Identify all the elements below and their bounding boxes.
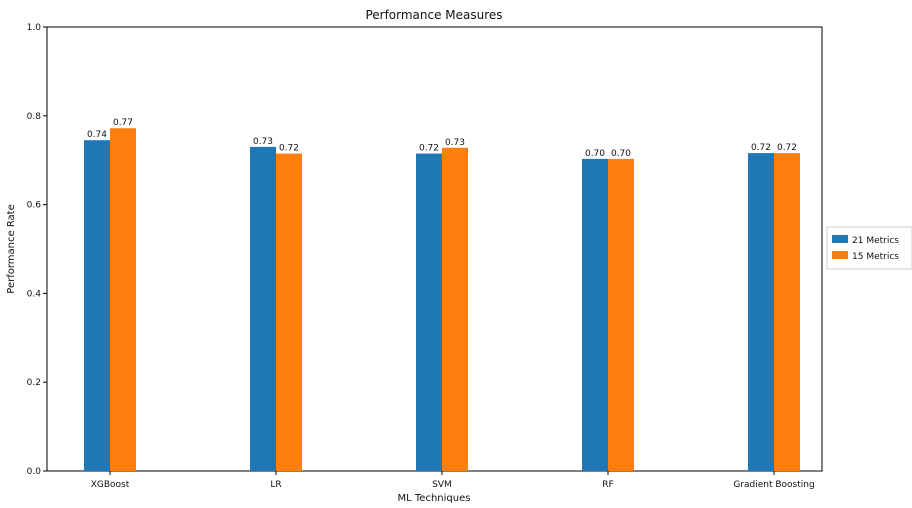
chart-title: Performance Measures xyxy=(365,8,502,22)
legend-swatch xyxy=(832,235,848,243)
data-label-group: 0.74 0.77 0.73 0.72 0.72 0.73 0.70 0.70 0.72 0.72 xyxy=(87,118,797,159)
bar-15-metrics xyxy=(774,153,800,471)
x-tick-label: Gradient Boosting xyxy=(733,480,814,490)
bar-21-metrics xyxy=(582,158,608,472)
bar-series-group xyxy=(84,128,800,472)
bar-15-metrics xyxy=(110,128,136,471)
data-label: 0.70 xyxy=(611,149,631,159)
data-label: 0.72 xyxy=(751,143,771,153)
y-axis: 0.0 0.2 0.4 0.6 0.8 1.0 xyxy=(27,23,47,477)
bar-21-metrics xyxy=(748,153,774,471)
legend-label: 21 Metrics xyxy=(852,236,899,246)
bar-15-metrics xyxy=(442,147,468,471)
bar-15-metrics xyxy=(276,153,302,472)
data-label: 0.73 xyxy=(445,138,465,148)
bar-21-metrics xyxy=(416,153,442,472)
legend-box xyxy=(826,226,912,270)
y-tick-label: 0.0 xyxy=(27,467,42,477)
bar-21-metrics xyxy=(84,140,110,471)
y-tick-label: 0.6 xyxy=(27,201,42,211)
x-tick-label: XGBoost xyxy=(91,480,130,490)
legend-label: 15 Metrics xyxy=(852,252,899,262)
data-label: 0.77 xyxy=(113,118,133,128)
legend-swatch xyxy=(832,251,848,259)
x-tick-label: RF xyxy=(602,480,613,490)
data-label: 0.72 xyxy=(279,144,299,154)
y-tick-label: 0.2 xyxy=(27,378,41,388)
y-tick-label: 0.8 xyxy=(27,112,42,122)
x-axis-label: ML Techniques xyxy=(398,493,471,504)
y-tick-label: 0.4 xyxy=(27,289,42,299)
data-label: 0.70 xyxy=(585,149,605,159)
data-label: 0.72 xyxy=(777,143,797,153)
data-label: 0.72 xyxy=(419,144,439,154)
data-label: 0.74 xyxy=(87,130,107,140)
x-tick-label: SVM xyxy=(432,480,452,490)
x-tick-label: LR xyxy=(270,480,281,490)
data-label: 0.73 xyxy=(253,137,273,147)
y-axis-label: Performance Rate xyxy=(6,204,17,293)
bar-21-metrics xyxy=(250,146,276,471)
legend: 21 Metrics 15 Metrics xyxy=(826,226,912,270)
bar-15-metrics xyxy=(608,158,634,472)
y-tick-label: 1.0 xyxy=(27,23,42,33)
x-axis: XGBoost LR SVM RF Gradient Boosting xyxy=(91,471,815,490)
